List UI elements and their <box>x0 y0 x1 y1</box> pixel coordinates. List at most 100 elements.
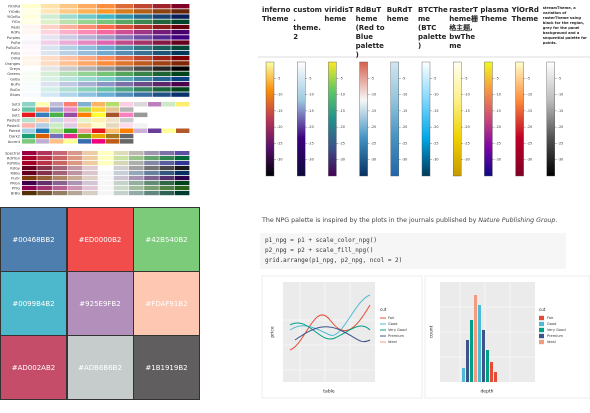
trend-line <box>289 322 371 340</box>
palette-swatch <box>128 161 144 166</box>
palette-swatch <box>96 14 115 19</box>
palette-swatch <box>174 191 190 196</box>
palette-swatch <box>128 186 144 191</box>
palette-swatch <box>59 9 78 14</box>
palette-swatch <box>120 139 134 144</box>
palette-name: RdPu <box>11 31 20 35</box>
theme-header: streamTheme, a variation of rasterTheme … <box>542 6 587 45</box>
colorbar-tick-label: -25 <box>371 141 377 145</box>
legend-label: Premium <box>547 334 563 338</box>
colorbar-tick-label: -15 <box>495 109 501 113</box>
palette-swatch <box>64 139 78 144</box>
palette-swatch <box>171 4 190 9</box>
palette-swatch <box>106 102 120 107</box>
palette-swatch <box>40 9 59 14</box>
code-line: p1_npg = p1 + scale_color_npg() <box>265 237 377 244</box>
description-text: The NPG palette is inspired by the plots… <box>262 217 479 224</box>
palette-swatch <box>98 161 114 166</box>
palette-swatch <box>22 133 36 139</box>
palette-swatch <box>83 161 98 166</box>
palette-swatch <box>113 161 129 166</box>
palette-name: YlGnBu <box>7 15 20 19</box>
palette-swatch <box>115 87 134 92</box>
palette-swatch <box>22 117 36 123</box>
palette-swatch <box>162 102 176 107</box>
palette-swatch <box>78 4 97 9</box>
palette-swatch <box>134 61 153 66</box>
color-label: #ADB6B6B2 <box>78 363 122 372</box>
palette-swatch <box>171 24 190 30</box>
palette-swatch <box>152 4 171 9</box>
y-axis-label: price <box>270 326 276 337</box>
color-label: #42B540B2 <box>145 235 188 244</box>
plot-panel <box>283 282 375 382</box>
palette-swatch <box>96 9 115 14</box>
palette-swatch <box>152 61 171 66</box>
palette-swatch <box>78 50 97 56</box>
palette-name: OrRd <box>11 57 20 61</box>
palette-swatch <box>78 102 92 107</box>
colorbar <box>421 61 431 177</box>
palette-swatch <box>106 107 120 112</box>
colorbar-tick-label: -10 <box>402 93 408 97</box>
palette-swatch <box>83 171 98 176</box>
palette-swatch <box>36 102 50 107</box>
colorbar-tick-label: -15 <box>527 109 533 113</box>
palette-swatch <box>50 117 64 123</box>
palette-swatch <box>59 4 78 9</box>
palette-swatch <box>37 191 52 196</box>
palette-swatch <box>152 50 171 56</box>
palette-swatch <box>22 35 41 40</box>
colorbar-tick-label: -30 <box>433 158 439 162</box>
palette-swatch <box>22 151 37 156</box>
palette-swatch <box>37 181 52 186</box>
palette-name: PRGn <box>10 182 20 186</box>
palette-swatch <box>59 71 78 76</box>
palette-swatch <box>113 176 129 181</box>
palette-swatch <box>113 156 129 161</box>
palette-name: Set2 <box>12 108 20 112</box>
palette-swatch <box>78 112 92 118</box>
palette-swatch <box>171 45 190 50</box>
colorbar-tick-label: -20 <box>277 125 283 129</box>
palette-swatch <box>152 87 171 92</box>
palette-swatch <box>22 40 41 45</box>
palette-swatch <box>96 87 115 92</box>
palette-swatch <box>134 128 148 133</box>
palette-swatch <box>120 123 134 128</box>
palette-swatch <box>171 14 190 19</box>
colorbar-tick-label: -15 <box>402 109 408 113</box>
palette-swatch <box>144 191 159 196</box>
colorbar-tick-label: -30 <box>527 158 533 162</box>
colorbar-tick-label: -5 <box>308 76 311 80</box>
code-line: grid.arrange(p1_npg, p2_npg, ncol = 2) <box>265 257 403 264</box>
palette-swatch <box>134 4 153 9</box>
theme-header: custom. theme.2 <box>293 6 322 41</box>
palette-swatch <box>64 128 78 133</box>
colorbar-tick-label: -25 <box>464 141 470 145</box>
palette-swatch <box>22 161 37 166</box>
palette-swatch <box>120 133 134 139</box>
theme-header: BTCTheme (BTC palette) <box>418 6 448 50</box>
palette-swatch <box>36 128 50 133</box>
palette-swatch <box>134 24 153 30</box>
palette-swatch <box>176 128 190 133</box>
palette-swatch <box>59 92 78 97</box>
colorbar-tick-label: -30 <box>277 158 283 162</box>
palette-swatch <box>98 166 114 171</box>
palette-swatch <box>83 151 98 156</box>
palette-swatch <box>106 117 120 123</box>
palette-swatch <box>22 186 37 191</box>
legend-label: Premium <box>388 334 404 338</box>
palette-swatch <box>159 151 175 156</box>
palette-swatch <box>22 181 37 186</box>
palette-swatch <box>159 191 175 196</box>
palette-swatch <box>115 66 134 71</box>
palette-swatch <box>134 56 153 61</box>
legend-label: Very Good <box>547 328 566 332</box>
theme-header: BuRdTheme <box>386 6 413 23</box>
palette-swatch <box>59 82 78 87</box>
palette-swatch <box>120 128 134 133</box>
palette-swatch <box>52 171 68 176</box>
palette-name: PuBuGn <box>6 46 20 50</box>
